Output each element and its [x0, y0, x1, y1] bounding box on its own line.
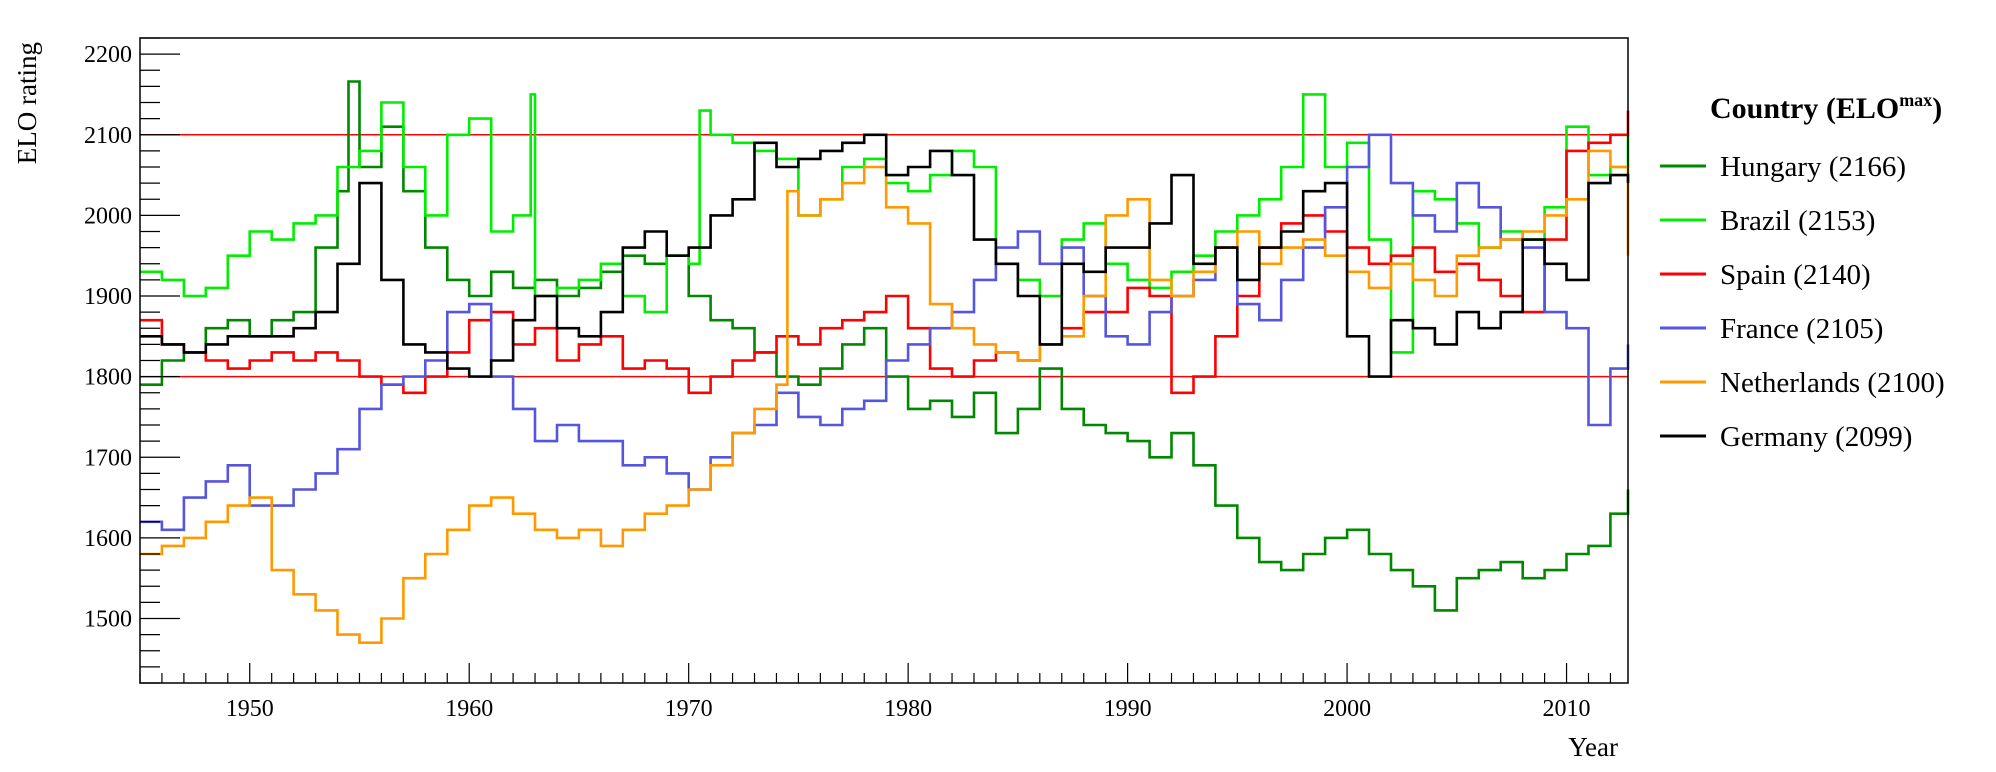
- x-tick-label: 1960: [445, 696, 493, 722]
- legend-title-main: Country (ELO: [1710, 92, 1899, 125]
- x-tick-label: 1990: [1104, 696, 1152, 722]
- y-tick-label: 1700: [84, 445, 132, 471]
- series-lines: [140, 80, 1630, 644]
- y-tick-label: 1500: [84, 607, 132, 633]
- legend-label-0: Hungary (2166): [1720, 151, 1906, 183]
- x-axis-ticks: 1950 1960 1970 1980 1990 2000 2010: [139, 663, 1612, 722]
- y-tick-label: 2000: [84, 203, 132, 229]
- legend-label-1: Brazil (2153): [1720, 205, 1875, 237]
- x-tick-label: 2010: [1543, 696, 1591, 722]
- y-tick-label: 1900: [84, 284, 132, 310]
- series-line-3: [140, 133, 1630, 532]
- legend: Country (ELOmax) Hungary (2166) Brazil (2…: [1660, 90, 1945, 453]
- series-line-0: [140, 80, 1630, 612]
- x-axis-title: Year: [1568, 732, 1618, 762]
- x-tick-label: 1950: [226, 696, 274, 722]
- y-tick-label: 1800: [84, 365, 132, 391]
- series-line-1: [140, 93, 1630, 354]
- legend-label-5: Germany (2099): [1720, 421, 1912, 453]
- x-tick-label: 1980: [884, 696, 932, 722]
- series-line-2: [140, 110, 1630, 395]
- series-line-5: [140, 133, 1630, 378]
- legend-title-sup: max: [1899, 90, 1932, 110]
- legend-items: Hungary (2166) Brazil (2153) Spain (2140) F…: [1660, 151, 1945, 453]
- y-tick-label: 1600: [84, 526, 132, 552]
- x-tick-label: 1970: [665, 696, 713, 722]
- y-tick-label: 2100: [84, 123, 132, 149]
- y-tick-label: 2200: [84, 42, 132, 68]
- legend-label-2: Spain (2140): [1720, 259, 1871, 291]
- legend-title-end: ): [1932, 92, 1942, 125]
- legend-label-4: Netherlands (2100): [1720, 367, 1945, 399]
- x-tick-label: 2000: [1323, 696, 1371, 722]
- legend-title: Country (ELOmax): [1710, 90, 1942, 125]
- legend-label-3: France (2105): [1720, 313, 1883, 345]
- y-axis-title: ELO rating: [12, 42, 42, 164]
- y-axis-ticks: 1500 1600 1700 1800 1900 2000 2100 2200: [84, 37, 180, 684]
